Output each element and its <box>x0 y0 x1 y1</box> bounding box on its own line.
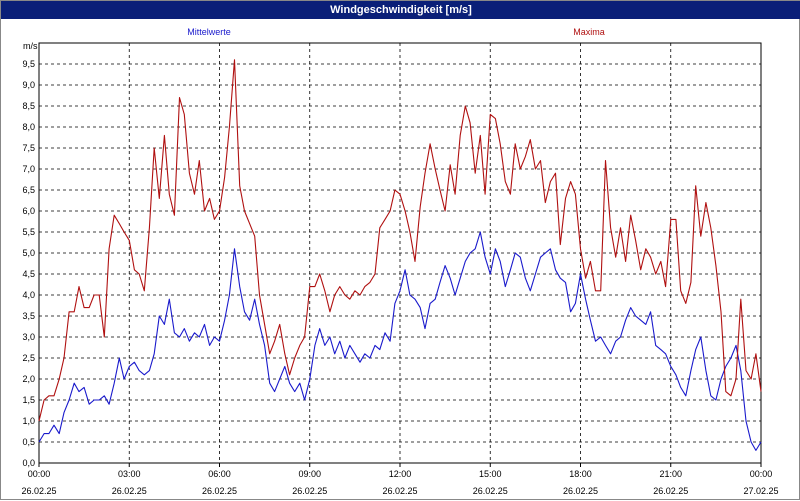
y-tick-label: 1,5 <box>22 395 35 405</box>
y-tick-label: 3,5 <box>22 311 35 321</box>
x-tick-time: 00:00 <box>750 469 773 479</box>
y-tick-label: 9,0 <box>22 80 35 90</box>
x-tick-time: 15:00 <box>479 469 502 479</box>
y-tick-label: 9,5 <box>22 59 35 69</box>
y-tick-label: 8,0 <box>22 122 35 132</box>
x-tick-date: 26.02.25 <box>382 486 417 496</box>
x-tick-date: 26.02.25 <box>202 486 237 496</box>
plot-border <box>38 42 762 464</box>
y-tick-label: 5,0 <box>22 248 35 258</box>
x-tick-time: 03:00 <box>118 469 141 479</box>
x-tick-date: 26.02.25 <box>112 486 147 496</box>
y-tick-label: 7,5 <box>22 143 35 153</box>
y-tick-label: 1,0 <box>22 416 35 426</box>
series-layer <box>38 59 762 451</box>
x-tick-time: 06:00 <box>208 469 231 479</box>
axes-layer: 0,0 0,5 1,0 1,5 2,0 2,5 3,0 3,5 4,0 4,5 5,0 5,5 6,0 6… <box>21 42 779 496</box>
x-tick-time: 21:00 <box>659 469 682 479</box>
x-tick-date: 26.02.25 <box>21 486 56 496</box>
chart-title: Windgeschwindigkeit [m/s] <box>1 1 800 19</box>
legend-max-label: Maxima <box>573 27 605 37</box>
x-tick-time: 00:00 <box>28 469 51 479</box>
series-line-mittelwerte <box>38 231 762 451</box>
y-tick-label: 7,0 <box>22 164 35 174</box>
y-axis-label: m/s <box>23 41 38 51</box>
y-tick-label: 5,5 <box>22 227 35 237</box>
x-tick-date: 26.02.25 <box>292 486 327 496</box>
y-tick-label: 8,5 <box>22 101 35 111</box>
series-line-maxima <box>38 59 762 422</box>
x-tick-date: 27.02.25 <box>743 486 778 496</box>
x-tick-time: 12:00 <box>389 469 412 479</box>
y-tick-label: 4,0 <box>22 290 35 300</box>
y-tick-label: 0,0 <box>22 458 35 468</box>
y-tick-label: 6,0 <box>22 206 35 216</box>
x-tick-time: 18:00 <box>569 469 592 479</box>
x-tick-date: 26.02.25 <box>563 486 598 496</box>
y-tick-label: 0,5 <box>22 437 35 447</box>
grid-layer <box>39 43 761 464</box>
x-tick-date: 26.02.25 <box>653 486 688 496</box>
y-tick-label: 2,0 <box>22 374 35 384</box>
y-tick-label: 4,5 <box>22 269 35 279</box>
y-tick-label: 6,5 <box>22 185 35 195</box>
y-tick-label: 3,0 <box>22 332 35 342</box>
x-tick-date: 26.02.25 <box>473 486 508 496</box>
x-tick-time: 09:00 <box>298 469 321 479</box>
legend-mean-label: Mittelwerte <box>187 27 231 37</box>
y-tick-label: 2,5 <box>22 353 35 363</box>
